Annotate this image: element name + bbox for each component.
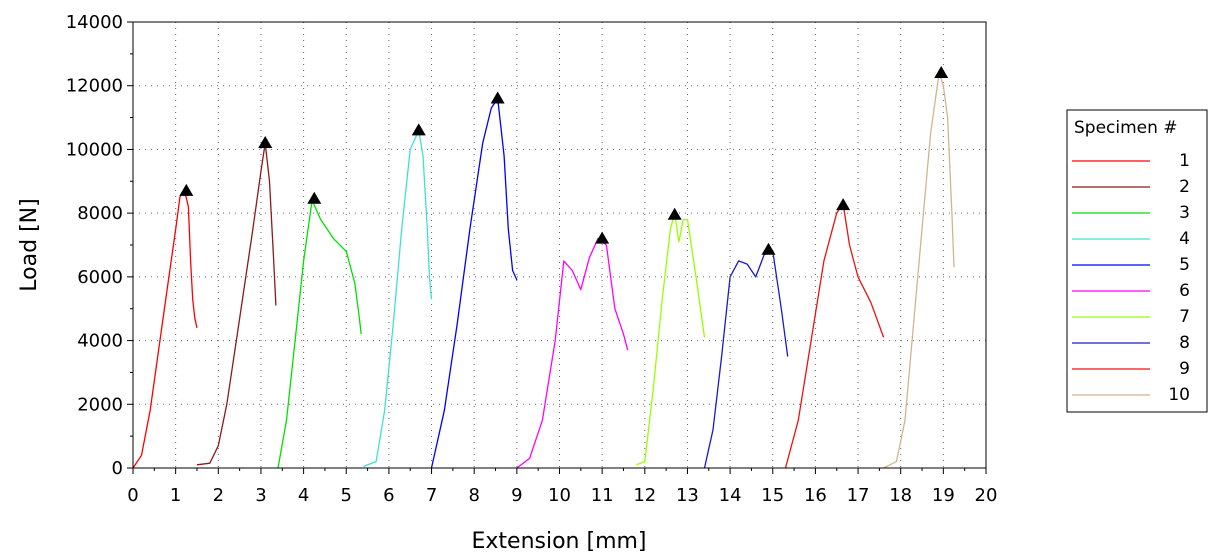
y-axis-title: Load [N] bbox=[17, 198, 42, 291]
legend: Specimen # 1 2 3 4 5 6 7 8 9 10 bbox=[1066, 109, 1208, 413]
legend-box bbox=[1066, 109, 1208, 413]
y-axis-ticks: 0 2000 4000 6000 8000 10000 12000 14000 bbox=[66, 12, 133, 479]
y-tick-label: 4000 bbox=[77, 331, 123, 352]
peak-marker-10 bbox=[934, 65, 949, 78]
peak-marker-1 bbox=[179, 183, 194, 196]
legend-entries: 1 2 3 4 5 6 7 8 9 10 bbox=[1072, 151, 1190, 405]
y-tick-label: 0 bbox=[112, 458, 123, 479]
x-tick-label: 17 bbox=[847, 485, 870, 506]
legend-label-6: 6 bbox=[1179, 281, 1190, 301]
x-tick-label: 11 bbox=[591, 485, 614, 506]
peak-markers bbox=[179, 65, 949, 255]
x-tick-label: 8 bbox=[468, 485, 479, 506]
legend-label-1: 1 bbox=[1179, 151, 1190, 171]
x-tick-label: 20 bbox=[975, 485, 998, 506]
x-tick-label: 15 bbox=[761, 485, 784, 506]
legend-label-9: 9 bbox=[1179, 359, 1190, 379]
x-tick-label: 4 bbox=[298, 485, 309, 506]
series-line-10 bbox=[883, 72, 955, 469]
x-tick-label: 16 bbox=[804, 485, 827, 506]
series-line-2 bbox=[196, 142, 277, 466]
x-tick-label: 0 bbox=[127, 485, 138, 506]
legend-label-10: 10 bbox=[1168, 385, 1190, 405]
x-axis-title: Extension [mm] bbox=[471, 529, 646, 553]
peak-marker-2 bbox=[258, 136, 273, 149]
series-line-9 bbox=[784, 202, 885, 469]
legend-title: Specimen # bbox=[1074, 118, 1178, 138]
y-tick-label: 8000 bbox=[77, 203, 123, 224]
grid bbox=[133, 22, 986, 468]
x-tick-label: 3 bbox=[255, 485, 266, 506]
y-tick-label: 10000 bbox=[66, 139, 123, 160]
series-line-7 bbox=[636, 212, 706, 466]
peak-marker-6 bbox=[595, 231, 610, 244]
x-tick-label: 1 bbox=[170, 485, 181, 506]
peak-marker-5 bbox=[490, 91, 505, 104]
x-tick-label: 18 bbox=[889, 485, 912, 506]
y-tick-label: 6000 bbox=[77, 267, 123, 288]
legend-label-7: 7 bbox=[1179, 307, 1190, 327]
x-tick-label: 9 bbox=[511, 485, 522, 506]
legend-label-5: 5 bbox=[1179, 255, 1190, 275]
series-line-8 bbox=[703, 250, 789, 469]
series-line-4 bbox=[363, 129, 433, 468]
legend-label-8: 8 bbox=[1179, 333, 1190, 353]
x-tick-label: 7 bbox=[426, 485, 437, 506]
y-tick-label: 12000 bbox=[66, 76, 123, 97]
x-tick-label: 19 bbox=[932, 485, 955, 506]
x-tick-label: 2 bbox=[213, 485, 224, 506]
x-tick-label: 10 bbox=[548, 485, 571, 506]
series-line-1 bbox=[132, 188, 198, 469]
x-tick-label: 12 bbox=[633, 485, 656, 506]
x-tick-label: 6 bbox=[383, 485, 394, 506]
plot-series bbox=[132, 72, 955, 469]
x-tick-label: 13 bbox=[676, 485, 699, 506]
y-tick-label: 14000 bbox=[66, 12, 123, 33]
legend-label-2: 2 bbox=[1179, 177, 1190, 197]
y-tick-label: 2000 bbox=[77, 394, 123, 415]
peak-marker-8 bbox=[761, 242, 776, 255]
legend-label-4: 4 bbox=[1179, 229, 1190, 249]
peak-marker-4 bbox=[411, 123, 426, 136]
series-line-6 bbox=[516, 237, 629, 469]
x-axis-ticks: 0 1 2 3 4 5 6 7 8 9 10 11 12 13 14 15 16 17 18 19 20 bbox=[127, 468, 997, 506]
peak-marker-7 bbox=[667, 207, 682, 220]
x-tick-label: 5 bbox=[341, 485, 352, 506]
legend-label-3: 3 bbox=[1179, 203, 1190, 223]
series-line-5 bbox=[430, 97, 518, 469]
series-line-3 bbox=[277, 199, 362, 469]
x-tick-label: 14 bbox=[719, 485, 742, 506]
peak-marker-9 bbox=[836, 198, 851, 211]
peak-marker-3 bbox=[307, 191, 322, 204]
